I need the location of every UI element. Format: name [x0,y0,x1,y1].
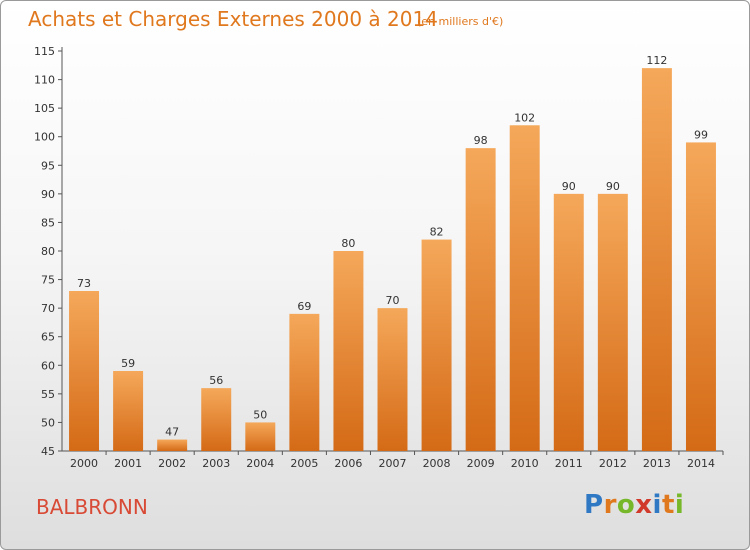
chart-title: Achats et Charges Externes 2000 à 2014 [28,7,438,31]
data-label: 98 [474,134,488,147]
x-tick-label: 2001 [114,457,142,470]
x-tick-label: 2008 [423,457,451,470]
y-tick-label: 110 [34,74,55,87]
proxiti-logo: Proxiti [584,490,684,520]
data-label: 50 [253,408,267,421]
y-tick-label: 105 [34,102,55,115]
bar [465,148,496,451]
x-tick-label: 2010 [511,457,539,470]
bar [245,422,276,451]
x-tick-label: 2003 [202,457,230,470]
bar [333,251,364,451]
x-tick-label: 2007 [379,457,407,470]
logo-letter: t [661,490,675,520]
y-tick-label: 95 [41,159,55,172]
logo-letter: i [652,490,662,520]
y-tick-label: 80 [41,245,55,258]
data-label: 80 [341,237,355,250]
bars [69,68,716,452]
data-label: 59 [121,357,135,370]
bar [69,291,100,451]
logo-letter: P [584,490,604,520]
y-tick-label: 50 [41,416,55,429]
x-tick-label: 2009 [467,457,495,470]
y-tick-label: 100 [34,131,55,144]
bar [421,239,452,451]
data-label: 73 [77,277,91,290]
y-tick-label: 90 [41,188,55,201]
x-tick-label: 2002 [158,457,186,470]
y-tick-label: 55 [41,388,55,401]
x-tick-label: 2005 [290,457,318,470]
data-label: 112 [646,54,667,67]
bar [509,125,540,452]
bar [113,371,144,451]
labels: 45 50 55 60 65 70 75 80 85 90 95 100 105 110 115 2000 73… [34,45,715,470]
bar [597,193,628,451]
bar [201,388,232,451]
y-tick-label: 70 [41,302,55,315]
bar [157,439,188,451]
data-label: 70 [386,294,400,307]
data-label: 99 [694,128,708,141]
bar [377,308,408,451]
x-tick-label: 2013 [643,457,671,470]
x-tick-label: 2000 [70,457,98,470]
data-label: 102 [514,111,535,124]
logo-letter: x [635,490,653,520]
bar [685,142,716,451]
y-tick-label: 65 [41,331,55,344]
chart-unit-label: (en milliers d'€) [417,15,504,28]
logo-letter: i [674,490,685,520]
x-tick-label: 2006 [334,457,362,470]
bar [641,68,672,452]
x-tick-label: 2014 [687,457,715,470]
x-tick-label: 2004 [246,457,274,470]
logo-letter: o [616,490,636,520]
y-tick-label: 115 [34,45,55,58]
logo-letter: r [603,490,617,520]
y-tick-label: 85 [41,216,55,229]
data-label: 69 [297,300,311,313]
bar [553,193,584,451]
y-tick-label: 45 [41,445,55,458]
data-label: 47 [165,426,179,439]
data-label: 90 [562,180,576,193]
data-label: 82 [430,226,444,239]
bar [289,313,320,451]
x-tick-label: 2012 [599,457,627,470]
city-name: BALBRONN [36,495,148,519]
y-tick-label: 60 [41,359,55,372]
data-label: 90 [606,180,620,193]
data-label: 56 [209,374,223,387]
y-tick-label: 75 [41,274,55,287]
x-tick-label: 2011 [555,457,583,470]
